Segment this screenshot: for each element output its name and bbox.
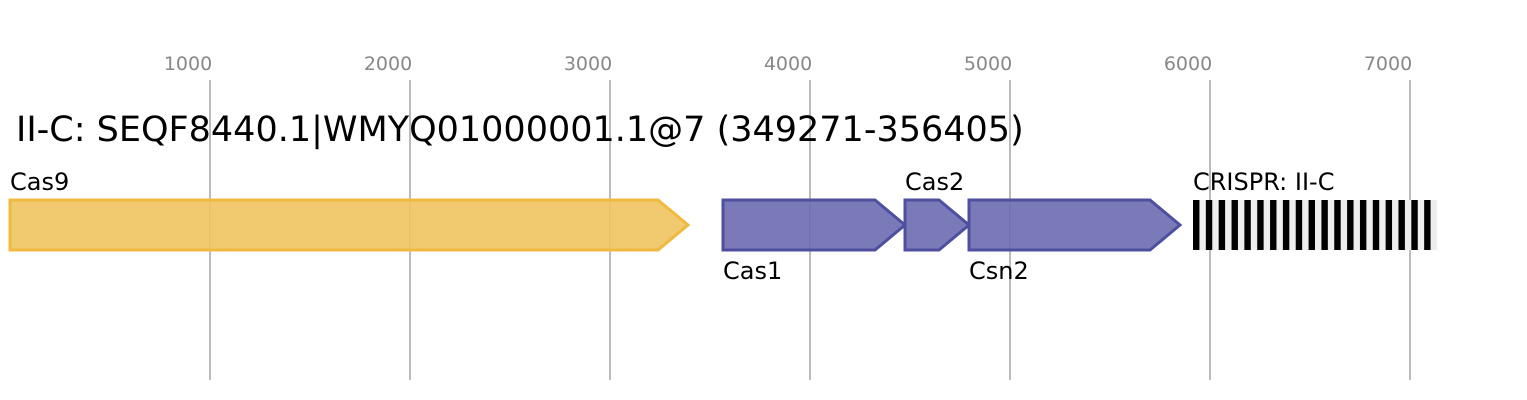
tick-label: 2000 [364,53,412,75]
crispr-repeat [1308,200,1315,250]
tick-label: 3000 [564,53,612,75]
crispr-repeat [1231,200,1238,250]
tick-label: 7000 [1364,53,1412,75]
gene-cas2[interactable]: Cas2 [903,168,972,252]
gene-arrow[interactable] [721,198,908,252]
gene-label: Cas9 [10,168,69,196]
crispr-repeat [1193,200,1200,250]
crispr-repeat [1321,200,1328,250]
crispr-repeat [1282,200,1290,250]
crispr-repeat [1424,200,1431,250]
crispr-repeat [1385,200,1393,250]
diagram-title: II-C: SEQF8440.1|WMYQ01000001.1@7 (34927… [16,110,1024,150]
crispr-repeat [1398,200,1405,250]
genes: Cas9 Cas1 Cas2 Csn2 [8,168,1183,285]
gene-arrow[interactable] [967,198,1183,252]
crispr-repeat [1359,200,1367,250]
tick-label: 4000 [764,53,812,75]
tick-label: 5000 [964,53,1012,75]
axis-ticks: 1000 2000 3000 4000 5000 6000 7000 [164,53,1412,75]
crispr-repeat [1347,200,1354,250]
gene-label: Csn2 [969,257,1029,285]
crispr-repeat [1257,200,1264,250]
crispr-repeat [1218,200,1226,250]
crispr-repeat [1334,200,1341,250]
gene-label: Cas1 [723,257,782,285]
crispr-repeat [1295,200,1303,250]
crispr-array: CRISPR: II-C [1193,168,1437,250]
gene-csn2[interactable]: Csn2 [967,198,1183,285]
gene-arrow[interactable] [903,198,972,252]
crispr-repeat [1411,200,1418,250]
crispr-label: CRISPR: II-C [1193,168,1334,196]
gene-cas1[interactable]: Cas1 [721,198,908,285]
tick-label: 6000 [1164,53,1212,75]
crispr-repeat [1205,200,1213,250]
gene-arrow[interactable] [8,198,691,252]
crispr-repeat [1372,200,1380,250]
crispr-repeat [1244,200,1251,250]
gene-label: Cas2 [905,168,964,196]
gene-cas9[interactable]: Cas9 [8,168,691,252]
tick-label: 1000 [164,53,212,75]
crispr-repeat [1270,200,1277,250]
